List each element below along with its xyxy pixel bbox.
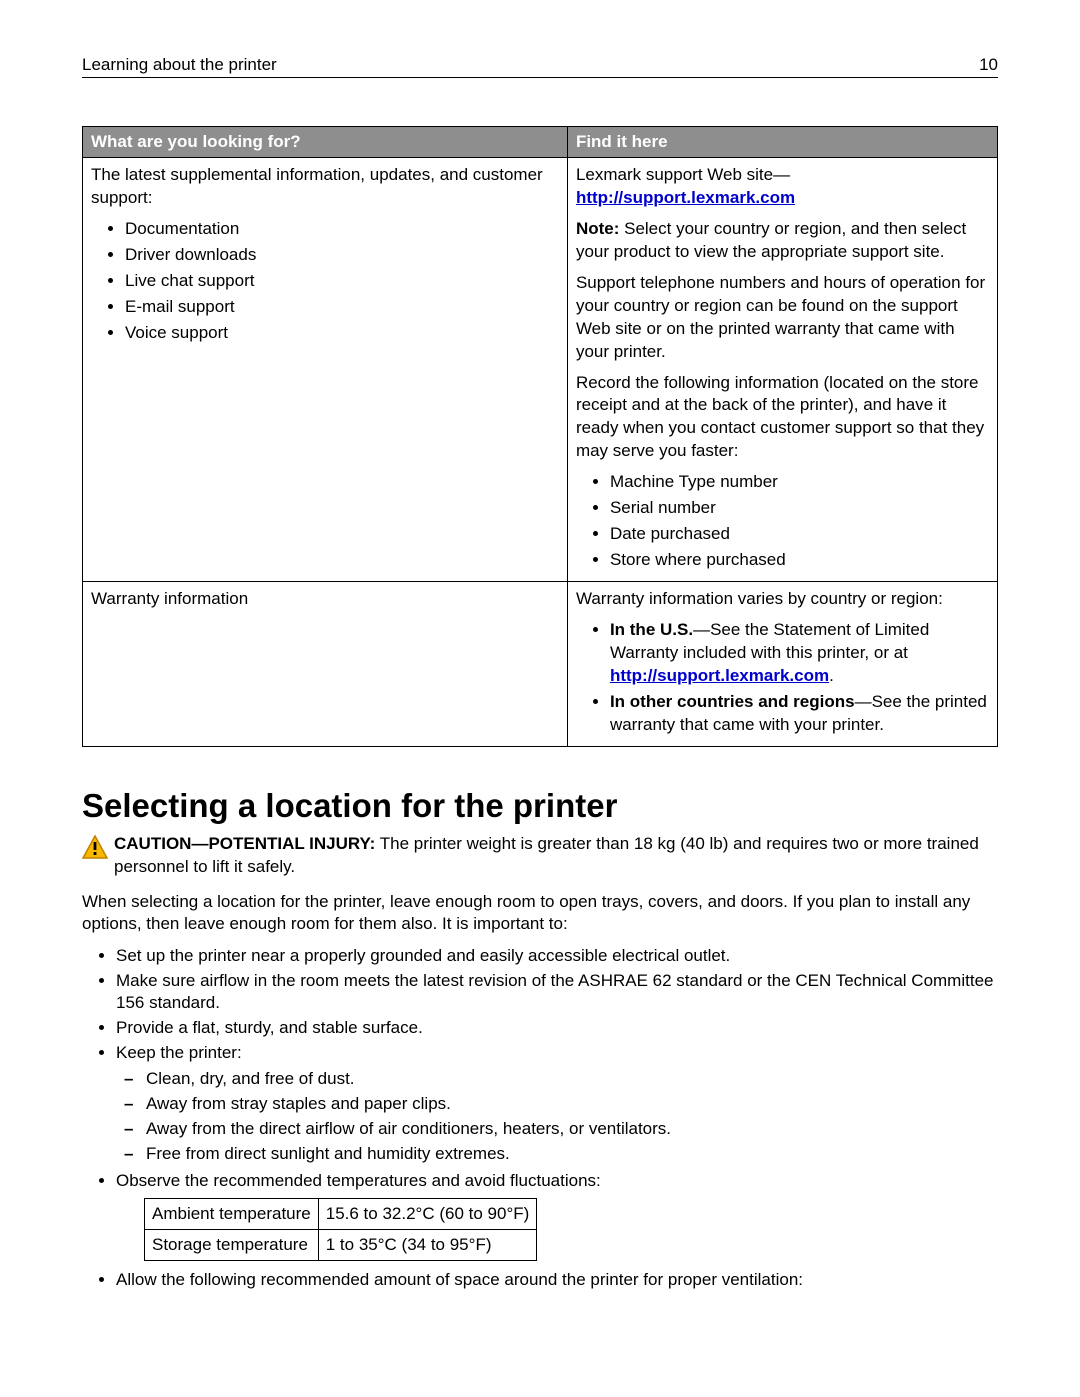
list-item: Driver downloads	[125, 244, 559, 267]
location-list: Set up the printer near a properly groun…	[82, 945, 998, 1291]
warranty-list: In the U.S.—See the Statement of Limited…	[576, 619, 989, 737]
header-title: Learning about the printer	[82, 55, 277, 75]
list-item: Observe the recommended temperatures and…	[116, 1170, 998, 1261]
list-item: Documentation	[125, 218, 559, 241]
list-item: Voice support	[125, 322, 559, 345]
list-item: Away from the direct airflow of air cond…	[146, 1118, 998, 1140]
keep-printer-sublist: Clean, dry, and free of dust. Away from …	[116, 1068, 998, 1165]
support-phone-paragraph: Support telephone numbers and hours of o…	[576, 272, 989, 364]
row2-right-cell: Warranty information varies by country o…	[567, 582, 997, 747]
list-item: In the U.S.—See the Statement of Limited…	[610, 619, 989, 688]
list-item: Clean, dry, and free of dust.	[146, 1068, 998, 1090]
list-item: Make sure airflow in the room meets the …	[116, 970, 998, 1014]
caution-label: CAUTION—POTENTIAL INJURY:	[114, 834, 375, 853]
reference-table: What are you looking for? Find it here T…	[82, 126, 998, 747]
list-item: Date purchased	[610, 523, 989, 546]
list-item: Live chat support	[125, 270, 559, 293]
header-page-number: 10	[979, 55, 998, 75]
document-page: Learning about the printer 10 What are y…	[0, 0, 1080, 1361]
row1-right-cell: Lexmark support Web site— http://support…	[567, 158, 997, 582]
list-item: Away from stray staples and paper clips.	[146, 1093, 998, 1115]
temperature-table: Ambient temperature 15.6 to 32.2°C (60 t…	[144, 1198, 537, 1261]
record-info-paragraph: Record the following information (locate…	[576, 372, 989, 464]
observe-temp-label: Observe the recommended temperatures and…	[116, 1171, 601, 1190]
table-row: Storage temperature 1 to 35°C (34 to 95°…	[145, 1229, 537, 1260]
row1-left-intro: The latest supplemental information, upd…	[91, 164, 559, 210]
table-row: Ambient temperature 15.6 to 32.2°C (60 t…	[145, 1198, 537, 1229]
table-header-col1: What are you looking for?	[83, 127, 568, 158]
body-paragraph: When selecting a location for the printe…	[82, 891, 998, 935]
row2-left-cell: Warranty information	[83, 582, 568, 747]
list-item: In other countries and regions—See the p…	[610, 691, 989, 737]
note-label: Note:	[576, 219, 619, 238]
support-link[interactable]: http://support.lexmark.com	[576, 188, 795, 207]
warranty-us-label: In the U.S.	[610, 620, 693, 639]
list-item: Allow the following recommended amount o…	[116, 1269, 998, 1291]
list-item: Store where purchased	[610, 549, 989, 572]
temp-cell: 1 to 35°C (34 to 95°F)	[318, 1229, 537, 1260]
list-item: Provide a flat, sturdy, and stable surfa…	[116, 1017, 998, 1039]
warranty-other-label: In other countries and regions	[610, 692, 855, 711]
caution-text-container: CAUTION—POTENTIAL INJURY: The printer we…	[114, 833, 998, 879]
list-item: Machine Type number	[610, 471, 989, 494]
caution-block: CAUTION—POTENTIAL INJURY: The printer we…	[82, 833, 998, 879]
temp-cell: 15.6 to 32.2°C (60 to 90°F)	[318, 1198, 537, 1229]
list-item: Keep the printer: Clean, dry, and free o…	[116, 1042, 998, 1165]
temp-cell: Storage temperature	[145, 1229, 319, 1260]
list-item: Set up the printer near a properly groun…	[116, 945, 998, 967]
temp-cell: Ambient temperature	[145, 1198, 319, 1229]
section-heading: Selecting a location for the printer	[82, 787, 998, 825]
page-header: Learning about the printer 10	[82, 55, 998, 78]
keep-printer-label: Keep the printer:	[116, 1043, 242, 1062]
record-info-list: Machine Type number Serial number Date p…	[576, 471, 989, 572]
table-header-col2: Find it here	[567, 127, 997, 158]
row1-left-list: Documentation Driver downloads Live chat…	[91, 218, 559, 345]
support-site-label: Lexmark support Web site—	[576, 165, 790, 184]
list-item: Serial number	[610, 497, 989, 520]
note-text: Select your country or region, and then …	[576, 219, 966, 261]
caution-icon	[82, 835, 108, 864]
table-row: Warranty information Warranty informatio…	[83, 582, 998, 747]
warranty-link[interactable]: http://support.lexmark.com	[610, 666, 829, 685]
list-item: E-mail support	[125, 296, 559, 319]
list-item: Free from direct sunlight and humidity e…	[146, 1143, 998, 1165]
table-row: The latest supplemental information, upd…	[83, 158, 998, 582]
warranty-intro: Warranty information varies by country o…	[576, 588, 989, 611]
row1-left-cell: The latest supplemental information, upd…	[83, 158, 568, 582]
